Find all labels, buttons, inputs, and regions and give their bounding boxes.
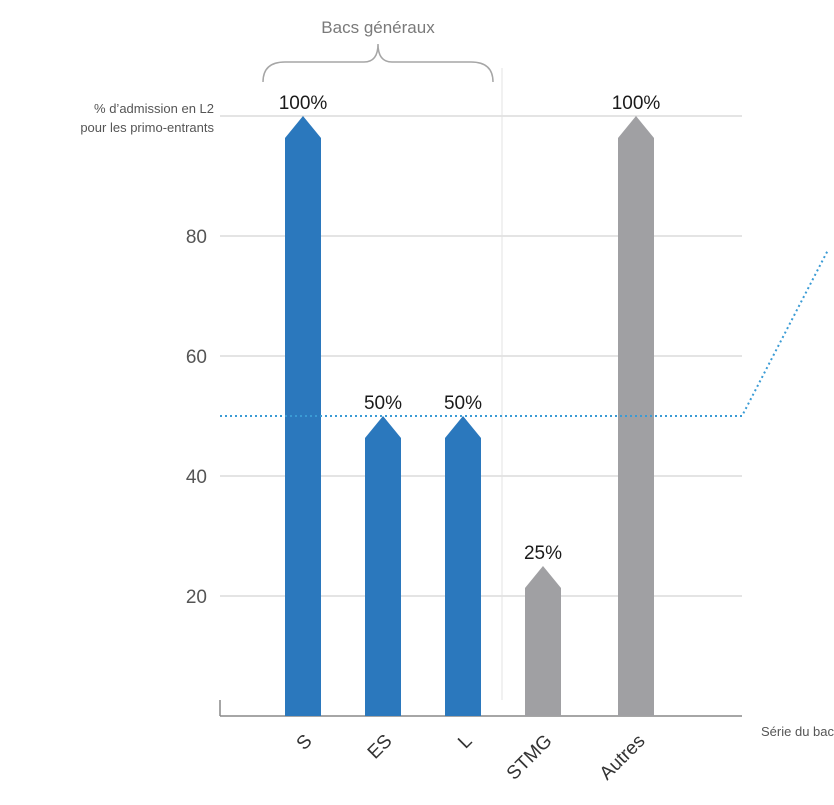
- data-label: 100%: [612, 93, 661, 114]
- bar-l: [445, 416, 481, 716]
- data-labels: 100% 50% 50% 25% 100%: [279, 93, 661, 564]
- x-tick-label: STMG: [503, 731, 557, 785]
- group-bracket: [262, 43, 494, 83]
- x-axis-title: Série du bac: [761, 724, 834, 739]
- bar-stmg: [525, 566, 561, 716]
- data-label: 50%: [444, 393, 482, 414]
- x-tick-label: ES: [364, 731, 397, 764]
- y-tick-label: 80: [186, 227, 207, 248]
- data-label: 50%: [364, 393, 402, 414]
- bar-s: [285, 116, 321, 716]
- x-tick-label: Autres: [596, 731, 650, 785]
- reference-line: [220, 249, 829, 417]
- overlay: Bacs généraux: [220, 18, 829, 417]
- group-label: Bacs généraux: [321, 18, 435, 37]
- y-axis-title: pour les primo-entrants: [80, 120, 214, 135]
- x-tick-label: L: [454, 731, 476, 753]
- y-tick-label: 40: [186, 467, 207, 488]
- y-tick-label: 20: [186, 587, 207, 608]
- data-label: 25%: [524, 543, 562, 564]
- x-tick-label: S: [293, 731, 317, 755]
- bar-es: [365, 416, 401, 716]
- data-label: 100%: [279, 93, 328, 114]
- y-tick-label: 60: [186, 347, 207, 368]
- y-axis-title: % d’admission en L2: [94, 101, 214, 116]
- x-axis-ticks: S ES L STMG Autres: [293, 731, 650, 785]
